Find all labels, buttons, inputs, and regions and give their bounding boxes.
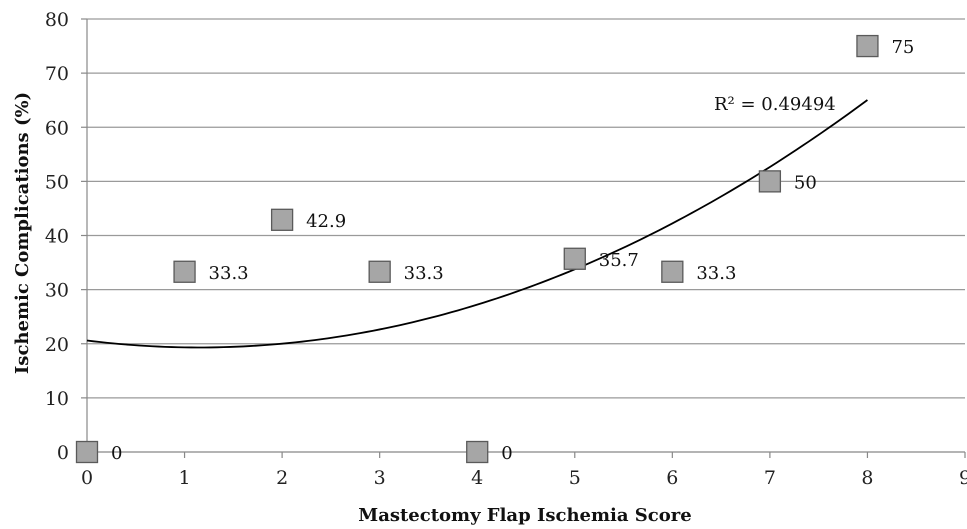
y-tick-label: 70	[45, 63, 69, 85]
y-tick-label: 80	[45, 9, 69, 31]
r-squared-label: R² = 0.49494	[714, 94, 836, 115]
y-tick-label: 0	[57, 442, 69, 464]
x-tick-label: 4	[471, 467, 483, 489]
data-label: 42.9	[306, 211, 346, 232]
data-point	[856, 34, 879, 58]
data-point	[173, 260, 196, 283]
data-label: 0	[111, 443, 122, 464]
y-tick-labels: 0 10 20 30 40 50 60 70 80	[45, 9, 69, 464]
y-tick-label: 10	[45, 388, 69, 410]
data-points	[75, 34, 879, 464]
data-label: 50	[794, 172, 817, 193]
x-tick-label: 8	[861, 467, 873, 489]
y-tick-label: 60	[45, 117, 69, 139]
data-point	[75, 440, 99, 464]
data-label: 75	[891, 37, 914, 58]
y-tick-label: 40	[45, 226, 69, 248]
y-tick-label: 50	[45, 171, 69, 193]
x-tick-label: 1	[179, 467, 191, 489]
data-point	[368, 260, 391, 283]
axes	[86, 19, 966, 458]
x-tick-labels: 0 1 2 3 4 5 6 7 8 9	[81, 467, 967, 489]
data-label: 33.3	[696, 263, 736, 284]
data-label: 33.3	[209, 263, 249, 284]
data-point	[661, 260, 684, 283]
y-axis-title: Ischemic Complications (%)	[12, 92, 33, 374]
x-tick-label: 3	[374, 467, 386, 489]
trendline	[86, 99, 868, 349]
x-tick-label: 6	[666, 467, 678, 489]
x-tick-label: 0	[81, 467, 93, 489]
data-label: 35.7	[599, 250, 639, 271]
x-axis-title: Mastectomy Flap Ischemia Score	[358, 505, 691, 526]
data-point	[466, 440, 489, 464]
x-tick-label: 2	[276, 467, 288, 489]
data-label: 0	[501, 443, 512, 464]
data-point	[758, 170, 782, 193]
data-labels: 0 33.3 42.9 33.3 0 35.7 33.3 50 75	[111, 37, 914, 464]
data-point	[270, 208, 294, 231]
grid-lines	[81, 18, 965, 453]
data-point	[563, 247, 586, 270]
y-tick-label: 20	[45, 334, 69, 356]
x-tick-label: 7	[764, 467, 776, 489]
data-label: 33.3	[404, 263, 444, 284]
y-tick-label: 30	[45, 280, 69, 302]
x-tick-label: 5	[569, 467, 581, 489]
x-tick-label: 9	[959, 467, 967, 489]
